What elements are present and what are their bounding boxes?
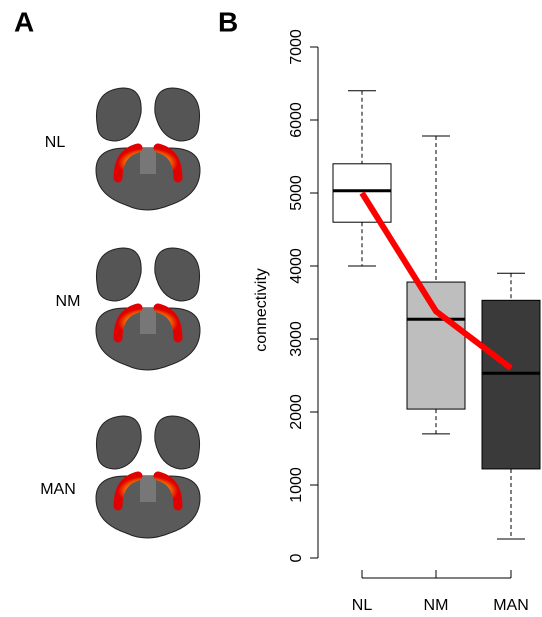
panel-label: B [218,6,238,37]
x-tick-label: NM [424,597,449,614]
box [482,300,540,469]
x-tick-label: MAN [493,597,529,614]
panel-label: A [14,6,34,37]
y-tick-label: 6000 [288,102,305,138]
x-tick-label: NL [352,597,373,614]
y-tick-label: 5000 [288,175,305,211]
brain-image [96,416,200,538]
y-tick-label: 1000 [288,467,305,503]
figure: A B NL NM MAN connectivity 0 1000 2000 3000… [0,0,542,617]
y-tick-label: 2000 [288,394,305,430]
brain-label: NM [56,293,81,310]
brain-image [96,88,200,210]
y-tick-label: 3000 [288,321,305,357]
y-tick-label: 0 [288,553,305,562]
y-tick-label: 4000 [288,248,305,284]
y-tick-label: 7000 [288,29,305,65]
box [407,282,465,409]
brain-label: NL [45,134,66,151]
brain-image [96,248,200,370]
y-axis-label: connectivity [253,268,270,352]
brain-label: MAN [40,481,76,498]
